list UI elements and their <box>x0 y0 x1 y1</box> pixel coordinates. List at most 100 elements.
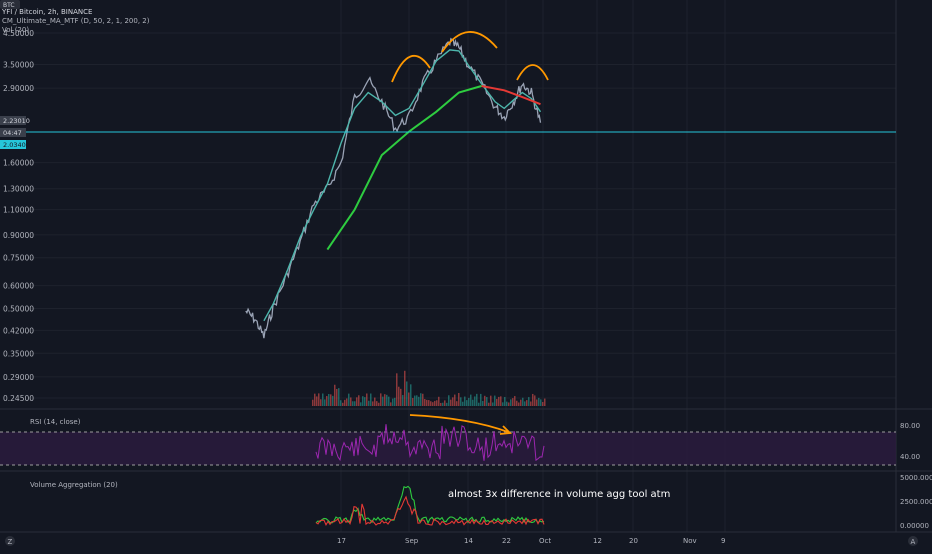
volume-bar <box>386 394 388 406</box>
time-tick-label: Nov <box>683 537 697 545</box>
chart-title: YFI / Bitcoin, 2h, BINANCE <box>1 8 92 16</box>
agg-line-red <box>315 495 545 527</box>
horizontal-grid <box>30 32 896 399</box>
volume-bar <box>476 393 478 406</box>
volume-bar <box>400 388 402 406</box>
volume-bar <box>350 397 352 406</box>
price-tick-label: 1.10000 <box>3 206 34 215</box>
price-tick-label: 0.29000 <box>3 373 34 382</box>
time-tick-label: 22 <box>502 537 511 545</box>
symbol-badge[interactable]: BTC <box>0 0 20 9</box>
volume-bar <box>354 401 356 406</box>
volume-bar <box>358 395 360 406</box>
volume-bar <box>432 402 434 406</box>
volume-bar <box>538 397 540 406</box>
volume-bar <box>500 396 502 406</box>
volume-bar <box>414 395 416 406</box>
price-tick-label: 0.24500 <box>3 394 34 403</box>
volume-bar <box>526 400 528 406</box>
volume-bar <box>516 400 518 406</box>
volume-bar <box>352 401 354 406</box>
volume-bar <box>448 395 450 406</box>
agg-label[interactable]: Volume Aggregation (20) <box>30 481 118 489</box>
price-tick-label: 3.50000 <box>3 61 34 70</box>
volume-bar <box>420 393 422 406</box>
volume-bar <box>356 397 358 406</box>
volume-bar <box>376 401 378 406</box>
volume-bar <box>346 398 348 406</box>
zoom-icon[interactable]: Z <box>5 536 15 546</box>
auto-scale-icon-text: A <box>911 538 916 546</box>
volume-bar <box>522 397 524 406</box>
volume-bar <box>470 394 472 406</box>
volume-bar <box>382 396 384 406</box>
volume-bar <box>388 396 390 406</box>
price-axis-ticks: 4.50000 3.50000 2.90000 1.60000 1.30000 1.100… <box>3 29 34 403</box>
agg-annotation[interactable]: almost 3x difference in volume agg tool … <box>448 489 670 500</box>
volume-bar <box>446 402 448 406</box>
volume-bar <box>458 393 460 406</box>
auto-scale-icon[interactable]: A <box>908 536 918 546</box>
indicator-legend-1[interactable]: CM_Ultimate_MA_MTF (D, 50, 2, 1, 200, 2) <box>2 17 150 25</box>
volume-bar <box>412 398 414 406</box>
volume-bar <box>440 402 442 406</box>
rsi-label[interactable]: RSI (14, close) <box>30 418 81 426</box>
volume-bar <box>360 402 362 406</box>
price-tag-2-text: 04:47 <box>3 129 22 137</box>
head-arc[interactable] <box>441 31 498 53</box>
time-tick-label: 14 <box>464 537 473 545</box>
volume-bar <box>462 401 464 406</box>
rsi-divergence-arrow[interactable] <box>409 414 509 433</box>
volume-bar <box>410 384 412 406</box>
volume-bar <box>368 400 370 406</box>
time-tick-label: 17 <box>337 537 346 545</box>
volume-bar <box>494 395 496 406</box>
volume-bar <box>450 399 452 406</box>
volume-bar <box>444 400 446 406</box>
price-tick-label: 1.30000 <box>3 185 34 194</box>
price-tick-label: 0.60000 <box>3 282 34 291</box>
volume-bar <box>426 399 428 406</box>
price-tag-1-text: 2.23010 <box>3 117 30 125</box>
volume-bar <box>472 399 474 406</box>
volume-bar <box>334 384 336 406</box>
price-series-line <box>245 37 542 339</box>
right-shoulder-arc[interactable] <box>516 64 549 81</box>
volume-bar <box>452 397 454 406</box>
indicator-legend-2[interactable]: Vol (20) <box>2 26 29 34</box>
volume-bar <box>524 401 526 406</box>
volume-bar <box>460 397 462 406</box>
volume-bar <box>398 386 400 406</box>
volume-bar <box>438 396 440 406</box>
volume-bar <box>372 401 374 406</box>
volume-bar <box>344 399 346 406</box>
volume-bar <box>530 401 532 406</box>
volume-bar <box>520 399 522 406</box>
volume-bar <box>364 397 366 406</box>
volume-bar <box>502 402 504 406</box>
volume-bar <box>434 400 436 406</box>
volume-bar <box>464 396 466 406</box>
agg-tick-2500: 2500.00000 <box>900 498 932 506</box>
left-shoulder-arc[interactable] <box>391 55 431 83</box>
price-tag-3-text: 2.03406 <box>3 141 30 149</box>
zoom-icon-text: Z <box>8 538 13 546</box>
volume-bars <box>312 370 546 406</box>
volume-bar <box>380 393 382 406</box>
volume-bar <box>468 397 470 406</box>
volume-bar <box>394 397 396 406</box>
volume-bar <box>366 393 368 406</box>
volume-bar <box>504 396 506 406</box>
volume-bar <box>474 396 476 406</box>
volume-bar <box>424 398 426 406</box>
price-tick-label: 0.90000 <box>3 231 34 240</box>
time-tick-label: 12 <box>593 537 602 545</box>
volume-bar <box>510 399 512 406</box>
symbol-badge-text: BTC <box>3 2 15 9</box>
volume-bar <box>496 398 498 406</box>
agg-tick-0: 0.00000 <box>900 522 929 530</box>
volume-bar <box>490 395 492 406</box>
time-tick-label: Sep <box>405 537 419 545</box>
